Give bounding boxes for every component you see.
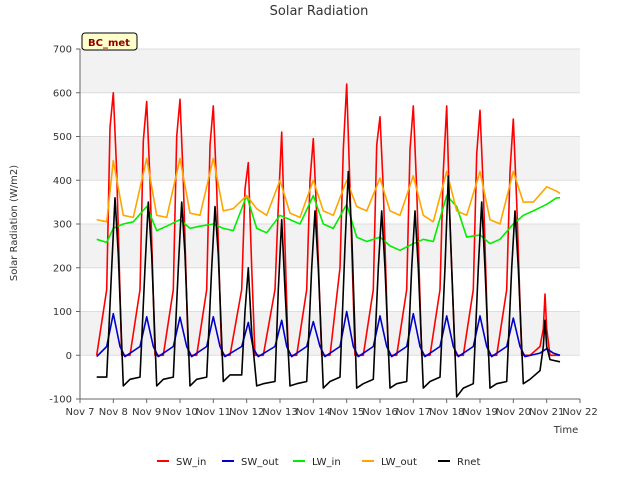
series-line-lw-out [96, 157, 561, 225]
legend: SW_in SW_out LW_in LW_out Rnet [157, 457, 480, 468]
x-tick-label: Nov 12 [229, 407, 264, 418]
axes: -100 0 100 200 300 400 500 600 700 Nov 7 Nov 8 Nov … [49, 45, 597, 419]
plot-background [80, 49, 580, 399]
series-layer [95, 83, 561, 398]
series-line-rnet [96, 170, 561, 398]
y-tick-label: 100 [53, 307, 72, 318]
x-tick-label: Nov 20 [496, 407, 531, 418]
x-tick-label: Nov 17 [396, 407, 431, 418]
site-badge: BC_met [81, 32, 138, 51]
x-tick-label: Nov 8 [99, 407, 128, 418]
x-tick-label: Nov 16 [362, 407, 397, 418]
y-tick-label: 400 [53, 176, 72, 187]
chart-title: Solar Radiation [270, 4, 369, 19]
plot-band [80, 311, 580, 356]
x-tick-label: Nov 9 [132, 407, 161, 418]
site-label: BC_met [88, 38, 130, 49]
plot-band [80, 92, 580, 137]
legend-label: LW_out [381, 457, 417, 468]
x-tick-label: Nov 10 [162, 407, 197, 418]
legend-label: Rnet [457, 457, 480, 468]
y-tick-label: -100 [49, 395, 72, 406]
x-tick-label: Nov 7 [65, 407, 94, 418]
series-line-lw-in [96, 194, 560, 252]
x-tick-label: Nov 18 [429, 407, 464, 418]
legend-label: SW_in [176, 457, 206, 468]
plot-band [80, 136, 580, 181]
y-tick-label: 700 [53, 45, 72, 56]
plot-band [80, 267, 580, 312]
plot-band [80, 355, 580, 399]
x-tick-label: Nov 19 [462, 407, 497, 418]
y-tick-label: 600 [53, 88, 72, 99]
x-tick-label: Nov 11 [196, 407, 231, 418]
site-badge-box [81, 32, 138, 51]
y-tick-label: 500 [53, 132, 72, 143]
plot-band [80, 224, 580, 268]
x-tick-label: Nov 21 [529, 407, 564, 418]
x-tick-label: Nov 15 [329, 407, 364, 418]
x-tick-label: Nov 13 [262, 407, 297, 418]
legend-label: SW_out [241, 457, 279, 468]
y-tick-label: 200 [53, 263, 72, 274]
x-axis-title: Time [553, 425, 578, 436]
x-tick-label: Nov 22 [562, 407, 597, 418]
y-axis-title: Solar Radiation (W/m2) [9, 165, 20, 281]
x-tick-label: Nov 14 [296, 407, 331, 418]
plot-band [80, 49, 580, 93]
legend-label: LW_in [312, 457, 341, 468]
y-tick-label: 300 [53, 220, 72, 231]
y-tick-label: 0 [66, 351, 72, 362]
